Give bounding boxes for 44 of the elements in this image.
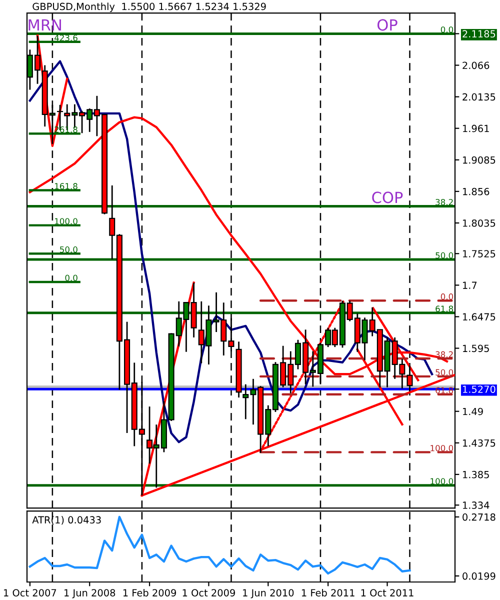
y-tick-label: 2.1185	[462, 30, 496, 38]
y-tick-label: 1.595	[463, 344, 489, 352]
annotation: 38.2	[436, 351, 453, 358]
y-tick-label: 0.2718	[462, 513, 496, 521]
annotation: 61.8	[436, 306, 454, 312]
y-tick-label: 2.066	[462, 62, 490, 70]
annotation: OP	[377, 19, 398, 31]
annotation: MRN	[28, 19, 61, 31]
x-tick-label: 1 Oct 2009	[182, 589, 235, 596]
y-tick-label: 1.4375	[463, 439, 496, 447]
y-tick-label: 1.9085	[463, 156, 496, 164]
y-tick-label: 1.49	[463, 408, 483, 416]
y-tick-label: 1.7525	[463, 250, 496, 258]
y-tick-label: 1.856	[463, 188, 490, 196]
annotation: 100.0	[430, 478, 454, 484]
y-tick-label: 0.0199	[462, 572, 496, 580]
y-tick-label: 1.6475	[463, 313, 496, 321]
y-tick-label: 1.334	[463, 502, 490, 509]
annotation: 38.2	[436, 198, 453, 206]
x-tick-label: 1 Feb 2011	[302, 588, 354, 596]
x-tick-label: 1 Feb 2009	[123, 588, 176, 596]
annotation: 100.0	[55, 218, 78, 224]
y-tick-label: 1.5270	[463, 386, 496, 393]
annotation: 50.0	[436, 369, 454, 376]
x-tick-label: 1 Oct 2011	[361, 589, 414, 596]
annotation: 161.8	[55, 183, 78, 190]
annotation: 0.0	[440, 293, 454, 300]
annotation: 50.0	[436, 252, 454, 259]
y-tick-label: 1.961	[463, 124, 489, 132]
annotation: 100.0	[430, 444, 454, 452]
chart-title: GBPUSD,Monthly 1.5500 1.5667 1.5234 1.5329	[32, 2, 266, 12]
y-tick-label: 1.8035	[463, 219, 496, 227]
x-tick-label: 1 Jun 2008	[64, 589, 116, 598]
y-tick-label: 1.7	[463, 282, 477, 289]
y-tick-label: 2.0135	[462, 93, 496, 101]
annotation: 423.6	[54, 34, 78, 41]
chart-title: ATR(1) 0.0433	[32, 516, 101, 525]
annotation: COP	[372, 192, 403, 204]
annotation: 0.0	[65, 274, 78, 282]
y-tick-label: 1.385	[463, 470, 489, 478]
x-tick-label: 1 Jun 2010	[243, 589, 294, 598]
annotation: 50.0	[60, 246, 78, 253]
x-tick-label: 1 Oct 2007	[4, 589, 56, 596]
annotation: 0.0	[440, 26, 454, 33]
